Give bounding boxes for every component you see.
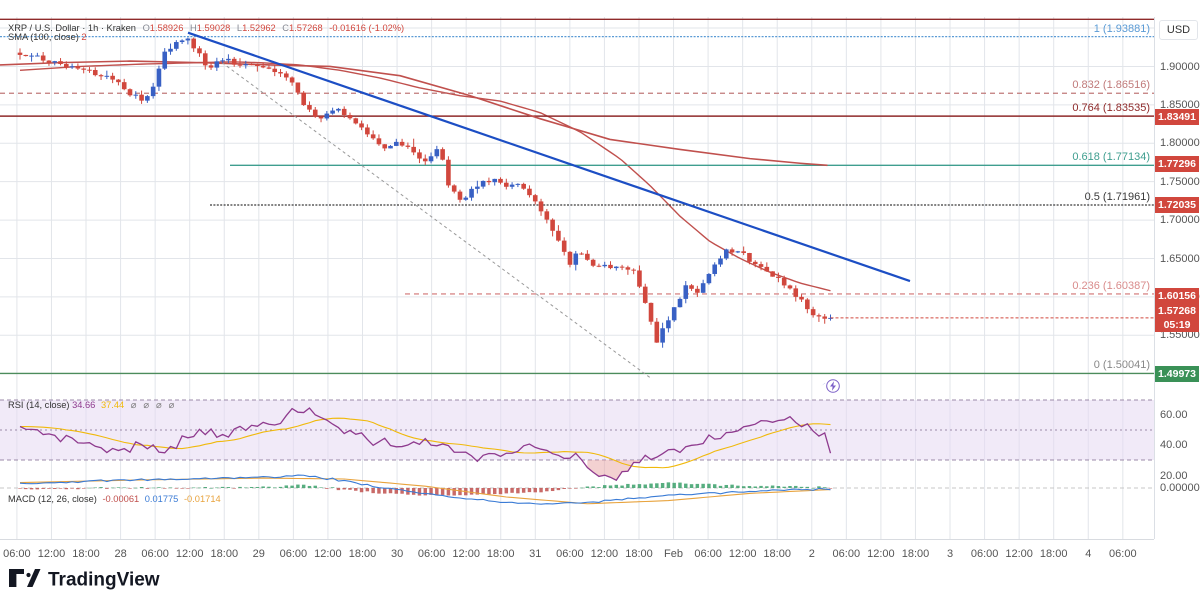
svg-text:TradingView: TradingView (48, 570, 160, 591)
